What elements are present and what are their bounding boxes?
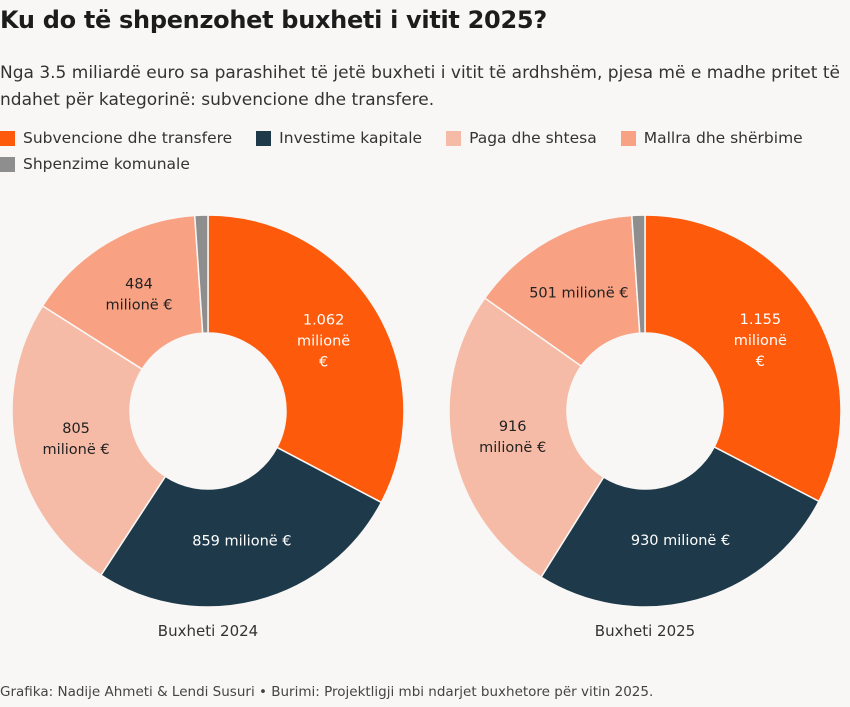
slice-label-mallra-2: 501 milionë € — [529, 285, 628, 301]
legend: Subvencione dhe transfere Investime kapi… — [0, 125, 845, 177]
chart-caption-1: Buxheti 2024 — [158, 622, 258, 640]
chart-caption-2: Buxheti 2025 — [595, 622, 695, 640]
donut-slice-paga-1 — [11, 304, 167, 577]
donut-slice-subvencione-1 — [207, 214, 405, 504]
donut-slice-investime-2 — [540, 445, 820, 608]
donut-chart-2: 1.155 milionë € 930 milionë € 916 milionë € 50… — [448, 214, 842, 640]
donut-slice-mallra-2 — [483, 214, 641, 368]
source-credit: Grafika: Nadije Ahmeti & Lendi Susuri • … — [0, 684, 654, 700]
legend-item-investime: Investime kapitale — [256, 129, 422, 147]
legend-label-komunale: Shpenzime komunale — [23, 155, 190, 173]
legend-item-paga: Paga dhe shtesa — [446, 129, 597, 147]
legend-label-paga: Paga dhe shtesa — [469, 129, 597, 147]
legend-swatch-investime — [256, 130, 272, 146]
donut-slice-investime-1 — [99, 446, 383, 608]
legend-row-2: Shpenzime komunale — [0, 151, 845, 177]
donut-chart-1: 1.062 milionë € 859 milionë € 805 milionë € 48… — [11, 214, 405, 640]
slice-label-subvencione-2: 1.155 milionë € — [734, 312, 787, 370]
legend-swatch-mallra — [620, 130, 636, 146]
legend-row-1: Subvencione dhe transfere Investime kapi… — [0, 125, 845, 151]
donut-slice-mallra-1 — [41, 214, 204, 371]
legend-swatch-komunale — [0, 156, 15, 172]
slice-label-investime-1: 859 milionë € — [192, 534, 291, 550]
slice-label-paga-2: 916 milionë € — [479, 419, 546, 456]
legend-label-investime: Investime kapitale — [279, 129, 423, 147]
slice-label-mallra-1: 484 milionë € — [105, 276, 172, 313]
donut-slice-komunale-2 — [630, 214, 646, 334]
legend-swatch-subvencione — [0, 130, 15, 146]
chart-subtitle: Nga 3.5 miliardë euro sa parashihet të j… — [0, 63, 840, 110]
donut-slice-paga-2 — [448, 297, 605, 579]
donut-slice-komunale-1 — [193, 214, 209, 334]
legend-swatch-paga — [446, 130, 462, 146]
slice-label-paga-1: 805 milionë € — [43, 421, 110, 458]
legend-item-subvencione: Subvencione dhe transfere — [0, 129, 232, 147]
chart-title: Ku do të shpenzohet buxheti i vitit 2025… — [0, 6, 547, 34]
donut-slice-subvencione-2 — [644, 214, 842, 503]
legend-item-mallra: Mallra dhe shërbime — [620, 129, 803, 147]
legend-label-mallra: Mallra dhe shërbime — [643, 129, 803, 147]
legend-item-komunale: Shpenzime komunale — [0, 155, 190, 173]
slice-label-subvencione-1: 1.062 milionë € — [297, 312, 350, 370]
slice-label-investime-2: 930 milionë € — [631, 533, 730, 549]
legend-label-subvencione: Subvencione dhe transfere — [23, 129, 233, 147]
